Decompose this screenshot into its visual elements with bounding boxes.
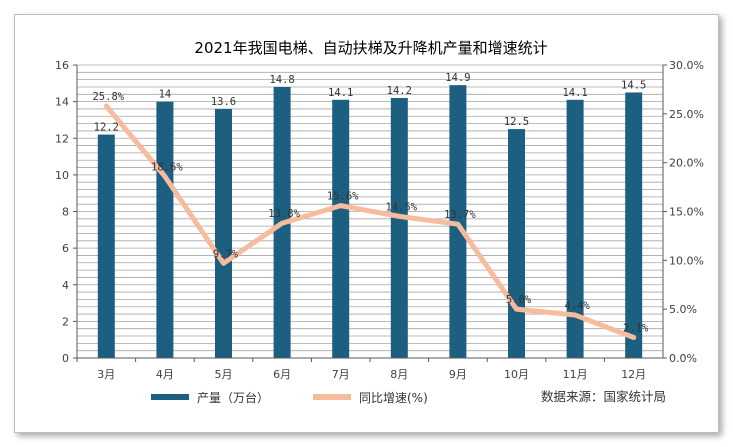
y-tick-label-right: 30.0%: [669, 59, 704, 72]
y-tick-label-right: 25.0%: [669, 108, 704, 121]
line-value-label: 13.8%: [268, 208, 300, 220]
line-value-label: 18.6%: [151, 161, 183, 173]
x-tick-label: 7月: [332, 368, 350, 381]
y-tick-label-left: 0: [62, 352, 69, 365]
x-tick-label: 8月: [390, 368, 408, 381]
bar: [625, 92, 643, 358]
source-note: 数据来源：国家统计局: [541, 389, 666, 404]
line-value-label: 15.6%: [327, 191, 359, 203]
grid-lines: [77, 64, 663, 359]
bar: [215, 108, 232, 358]
y-tick-label-left: 4: [62, 279, 69, 292]
bar-value-label: 14.8: [269, 74, 294, 86]
legend-label-line: 同比增速(%): [359, 391, 428, 405]
y-tick-label-right: 5.0%: [669, 303, 697, 316]
line-value-label: 5.0%: [506, 294, 532, 306]
x-tick-label: 12月: [621, 368, 646, 381]
x-tick-label: 5月: [215, 368, 233, 381]
bar-value-label: 14.9: [445, 72, 470, 84]
bar-value-label: 12.5: [504, 116, 529, 128]
bar-value-label: 13.6: [211, 96, 236, 108]
y-tick-label-right: 15.0%: [669, 206, 704, 219]
bar-value-label: 14: [159, 89, 172, 101]
chart-svg: 2021年我国电梯、自动扶梯及升降机产量和增速统计 02468101214160…: [55, 39, 704, 405]
y-tick-label-left: 2: [62, 315, 69, 328]
y-tick-label-left: 8: [62, 206, 69, 219]
bar-series: [97, 85, 643, 359]
y-tick-label-right: 0.0%: [669, 352, 697, 365]
bar: [332, 99, 350, 358]
y-tick-label-left: 16: [55, 59, 69, 72]
line-value-label: 9.7%: [213, 248, 239, 260]
x-tick-label: 11月: [563, 368, 588, 381]
y-tick-label-right: 10.0%: [669, 254, 704, 267]
bar-value-label: 14.1: [562, 87, 587, 99]
line-series: [103, 103, 637, 340]
line-path: [103, 103, 637, 340]
x-tick-label: 10月: [504, 368, 529, 381]
y-tick-label-right: 20.0%: [669, 157, 704, 170]
x-tick-label: 4月: [156, 368, 174, 381]
bar-value-label: 14.1: [328, 87, 353, 99]
bar: [566, 99, 584, 358]
y-tick-label-left: 6: [62, 242, 69, 255]
bar: [97, 134, 115, 358]
bar: [156, 101, 174, 358]
line-value-label: 4.4%: [564, 300, 590, 312]
legend-label-bar: 产量（万台）: [197, 390, 269, 405]
bar-value-label: 12.2: [94, 122, 119, 134]
bar: [390, 97, 408, 359]
axes: 0 2 4 6 8 10 12 14 16 0.0% 5.0% 10.0% 15.0% 20.0% 25.0…: [55, 59, 704, 381]
line-value-label: 25.8%: [92, 91, 124, 103]
bar: [508, 129, 525, 358]
line-value-label: 2.1%: [623, 322, 649, 334]
x-tick-label: 3月: [97, 368, 115, 381]
line-value-label: 14.5%: [385, 201, 417, 213]
bar: [449, 85, 467, 359]
chart-frame: 2021年我国电梯、自动扶梯及升降机产量和增速统计 0 2 4 6 8 10 12 14 16 0…: [14, 14, 719, 433]
bar-value-label: 14.2: [387, 85, 412, 97]
x-tick-label: 9月: [449, 368, 467, 381]
x-tick-label: 6月: [273, 368, 291, 381]
y-tick-label-left: 10: [55, 169, 69, 182]
legend: 产量（万台） 同比增速(%): [151, 390, 428, 405]
line-value-label: 13.7%: [444, 209, 476, 221]
chart-title: 2021年我国电梯、自动扶梯及升降机产量和增速统计: [194, 39, 547, 57]
bar-value-label: 14.5: [621, 79, 646, 91]
data-labels: 12.2 14 13.6 14.8 14.1 14.2 14.9 12.5 14.1 14.5 25…: [92, 72, 649, 334]
y-tick-label-left: 12: [55, 132, 69, 145]
y-tick-label-left: 14: [55, 96, 69, 109]
